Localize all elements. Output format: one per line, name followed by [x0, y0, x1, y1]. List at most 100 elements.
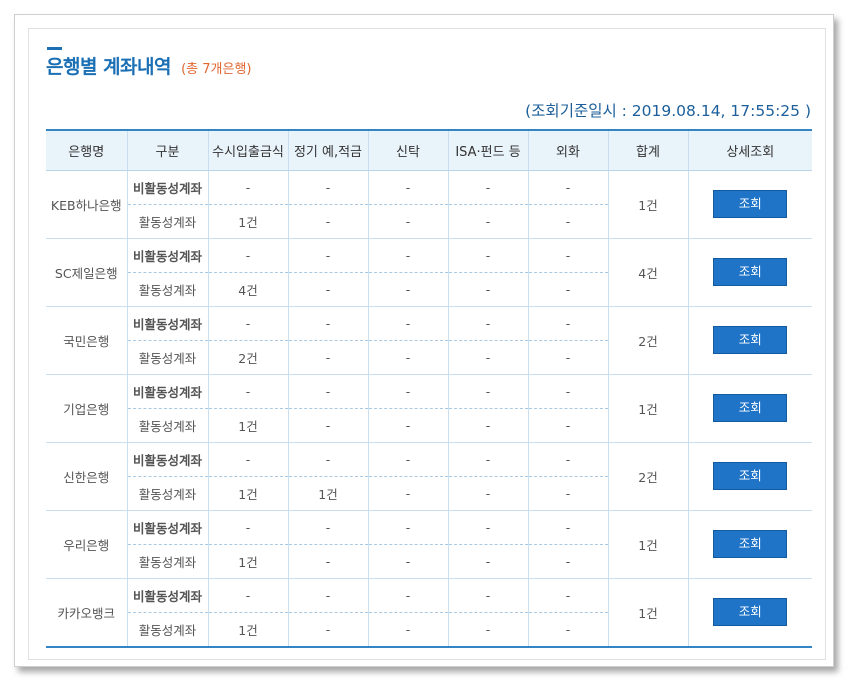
dormant-time-deposit-cell: -: [287, 306, 368, 341]
dormant-demand-deposit-cell: -: [207, 238, 288, 273]
table-row: KEB하나은행 비활동성계좌 - - - - -1건 조회: [46, 170, 812, 239]
total-cell: 1건: [607, 170, 688, 239]
active-demand-deposit-cell: 1건: [207, 612, 288, 648]
dormant-time-deposit-cell: -: [287, 238, 368, 273]
detail-inquiry-button[interactable]: 조회: [713, 394, 788, 422]
dormant-isa-fund-cell: -: [447, 510, 528, 545]
active-foreign-currency-cell: -: [527, 544, 608, 579]
dormant-time-deposit-cell: -: [287, 442, 368, 477]
detail-inquiry-button[interactable]: 조회: [713, 258, 788, 286]
account-type-active: 활동성계좌: [126, 544, 208, 579]
dormant-time-deposit-cell: -: [287, 510, 368, 545]
detail-inquiry-button[interactable]: 조회: [713, 598, 788, 626]
active-trust-cell: -: [367, 544, 448, 579]
active-isa-fund-cell: -: [447, 544, 528, 579]
active-trust-cell: -: [367, 476, 448, 511]
table-row: 활동성계좌 4건 - - - -: [46, 272, 812, 307]
active-time-deposit-cell: -: [287, 544, 368, 579]
active-time-deposit-cell: 1건: [287, 476, 368, 511]
total-cell: 1건: [607, 578, 688, 648]
bank-count-label: (총 7개은행): [181, 62, 252, 77]
active-demand-deposit-cell: 1건: [207, 204, 288, 239]
account-type-dormant: 비활동성계좌: [126, 510, 208, 545]
detail-cell: 조회: [687, 170, 812, 239]
dormant-foreign-currency-cell: -: [527, 510, 608, 545]
account-type-active: 활동성계좌: [126, 476, 208, 511]
account-type-dormant: 비활동성계좌: [126, 306, 208, 341]
dormant-isa-fund-cell: -: [447, 238, 528, 273]
account-type-active: 활동성계좌: [126, 340, 208, 375]
dormant-isa-fund-cell: -: [447, 442, 528, 477]
total-cell: 2건: [607, 306, 688, 375]
account-type-active: 활동성계좌: [126, 408, 208, 443]
dormant-isa-fund-cell: -: [447, 578, 528, 613]
active-demand-deposit-cell: 1건: [207, 408, 288, 443]
account-type-dormant: 비활동성계좌: [126, 578, 208, 613]
bank-name-cell: KEB하나은행: [46, 170, 127, 239]
table-row: 국민은행 비활동성계좌 - - - - -2건 조회: [46, 306, 812, 375]
detail-cell: 조회: [687, 238, 812, 307]
active-demand-deposit-cell: 4건: [207, 272, 288, 307]
detail-cell: 조회: [687, 578, 812, 648]
dormant-demand-deposit-cell: -: [207, 442, 288, 477]
detail-cell: 조회: [687, 442, 812, 511]
active-demand-deposit-cell: 1건: [207, 476, 288, 511]
table-row: SC제일은행 비활동성계좌 - - - - -4건 조회: [46, 238, 812, 307]
table-row: 활동성계좌 1건 1건 - - -: [46, 476, 812, 511]
active-trust-cell: -: [367, 612, 448, 648]
dormant-demand-deposit-cell: -: [207, 170, 288, 205]
active-isa-fund-cell: -: [447, 408, 528, 443]
table-row: 활동성계좌 1건 - - - -: [46, 408, 812, 443]
total-cell: 1건: [607, 374, 688, 443]
bank-name-cell: 기업은행: [46, 374, 127, 443]
dormant-foreign-currency-cell: -: [527, 306, 608, 341]
active-isa-fund-cell: -: [447, 612, 528, 648]
dormant-trust-cell: -: [367, 578, 448, 613]
dormant-isa-fund-cell: -: [447, 306, 528, 341]
dormant-isa-fund-cell: -: [447, 170, 528, 205]
bank-name-cell: 국민은행: [46, 306, 127, 375]
account-type-active: 활동성계좌: [126, 204, 208, 239]
table-row: 활동성계좌 1건 - - - -: [46, 612, 812, 648]
dormant-foreign-currency-cell: -: [527, 238, 608, 273]
active-isa-fund-cell: -: [447, 476, 528, 511]
detail-inquiry-button[interactable]: 조회: [713, 462, 788, 490]
bank-account-table: 은행명 구분 수시입출금식 정기 예,적금 신탁 ISA·펀드 등 외화 합계 …: [46, 129, 812, 648]
table-row: 카카오뱅크 비활동성계좌 - - - - -1건 조회: [46, 578, 812, 648]
dormant-trust-cell: -: [367, 510, 448, 545]
detail-inquiry-button[interactable]: 조회: [713, 190, 788, 218]
active-time-deposit-cell: -: [287, 272, 368, 307]
dormant-trust-cell: -: [367, 306, 448, 341]
account-type-dormant: 비활동성계좌: [126, 238, 208, 273]
dormant-trust-cell: -: [367, 170, 448, 205]
active-foreign-currency-cell: -: [527, 408, 608, 443]
table-row: 우리은행 비활동성계좌 - - - - -1건 조회: [46, 510, 812, 579]
dormant-time-deposit-cell: -: [287, 170, 368, 205]
active-foreign-currency-cell: -: [527, 612, 608, 648]
account-type-active: 활동성계좌: [126, 612, 208, 648]
active-trust-cell: -: [367, 340, 448, 375]
dormant-trust-cell: -: [367, 374, 448, 409]
column-header-demand-deposit: 수시입출금식: [207, 129, 288, 171]
table-header-row: 은행명 구분 수시입출금식 정기 예,적금 신탁 ISA·펀드 등 외화 합계 …: [46, 129, 812, 171]
bank-name-cell: 우리은행: [46, 510, 127, 579]
dormant-foreign-currency-cell: -: [527, 170, 608, 205]
dormant-demand-deposit-cell: -: [207, 510, 288, 545]
dormant-demand-deposit-cell: -: [207, 578, 288, 613]
account-type-active: 활동성계좌: [126, 272, 208, 307]
active-time-deposit-cell: -: [287, 204, 368, 239]
bank-name-cell: 신한은행: [46, 442, 127, 511]
detail-cell: 조회: [687, 306, 812, 375]
active-trust-cell: -: [367, 204, 448, 239]
column-header-isa-fund: ISA·펀드 등: [447, 129, 528, 171]
detail-inquiry-button[interactable]: 조회: [713, 530, 788, 558]
dormant-isa-fund-cell: -: [447, 374, 528, 409]
dormant-foreign-currency-cell: -: [527, 374, 608, 409]
column-header-type: 구분: [126, 129, 208, 171]
dormant-demand-deposit-cell: -: [207, 306, 288, 341]
dormant-foreign-currency-cell: -: [527, 442, 608, 477]
dormant-time-deposit-cell: -: [287, 578, 368, 613]
column-header-time-deposit: 정기 예,적금: [287, 129, 368, 171]
active-isa-fund-cell: -: [447, 272, 528, 307]
detail-inquiry-button[interactable]: 조회: [713, 326, 788, 354]
